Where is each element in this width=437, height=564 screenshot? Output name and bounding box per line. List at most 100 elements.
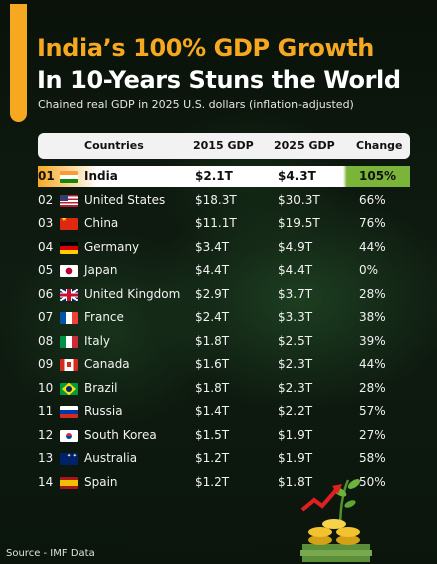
country-name: United States [84,192,166,207]
gdp-2015-value: $1.5T [195,427,230,442]
south-korea-flag-icon [60,429,78,442]
gdp-2015-value: $11.1T [195,216,237,230]
australia-flag-icon [60,453,78,465]
country-name: South Korea [84,427,157,442]
page-title-line-1: India’s 100% GDP Growth [37,34,374,62]
gdp-2025-value: $30.3T [278,192,320,207]
rank-number: 04 [38,239,54,254]
gdp-2015-value: $1.4T [195,404,230,418]
country-name: France [84,310,124,324]
gdp-2025-value: $19.5T [278,216,320,230]
table-row: 10 Brazil $1.8T $2.3T 28% [38,378,410,399]
china-flag-icon [60,218,78,230]
italy-flag-icon [60,335,78,348]
rank-number: 10 [38,380,54,395]
change-value: 44% [359,239,386,254]
table-row: 05 Japan $4.4T $4.4T 0% [38,260,410,281]
table-row: 11 Russia $1.4T $2.2T 57% [38,401,410,422]
gdp-2015-value: $2.4T [195,310,230,324]
gdp-2015-value: $4.4T [195,263,230,277]
table-row: 01 India $2.1T $4.3T 105% [38,166,410,187]
gdp-2015-value: $18.3T [195,192,237,207]
change-value: 39% [359,333,386,348]
canada-flag-icon [60,359,78,371]
change-value: 27% [359,427,386,442]
gdp-2025-value: $1.9T [278,427,313,442]
gdp-2025-value: $2.3T [278,380,313,395]
country-name: Spain [84,474,118,489]
gdp-2015-value: $3.4T [195,239,230,254]
rank-number: 06 [38,286,54,301]
gdp-2025-value: $2.3T [278,357,313,371]
gdp-2015-value: $2.1T [195,169,233,183]
gdp-2025-value: $4.3T [278,169,316,183]
spain-flag-icon [60,476,78,489]
gdp-2015-value: $1.2T [195,474,230,489]
change-value: 66% [359,192,386,207]
country-name: Brazil [84,380,118,395]
country-name: Russia [84,404,123,418]
column-header-2025-gdp: 2025 GDP [274,139,335,152]
column-header-countries: Countries [84,139,144,152]
france-flag-icon [60,312,78,324]
brazil-flag-icon [60,382,78,395]
india-flag-icon [60,171,78,183]
column-header-2015-gdp: 2015 GDP [193,139,254,152]
table-row: 13 Australia $1.2T $1.9T 58% [38,448,410,469]
table-row: 02 United States $18.3T $30.3T 66% [38,190,410,211]
table-row: 09 Canada $1.6T $2.3T 44% [38,354,410,375]
change-value: 76% [359,216,386,230]
country-name: Australia [84,451,138,465]
rank-number: 09 [38,357,54,371]
column-header-change: Change [356,139,403,152]
uk-flag-icon [60,288,78,301]
money-growth-icon [300,479,372,562]
change-value: 38% [359,310,386,324]
rank-number: 11 [38,404,54,418]
country-name: Germany [84,239,140,254]
gdp-2015-value: $1.8T [195,333,230,348]
rank-number: 08 [38,333,54,348]
table-row: 08 Italy $1.8T $2.5T 39% [38,331,410,352]
us-flag-icon [60,194,78,207]
rank-number: 14 [38,474,54,489]
change-value: 57% [359,404,386,418]
germany-flag-icon [60,241,78,254]
country-name: India [84,169,118,183]
table-row: 03 China $11.1T $19.5T 76% [38,213,410,234]
gdp-2025-value: $4.9T [278,239,313,254]
gdp-2015-value: $1.2T [195,451,230,465]
page-subtitle: Chained real GDP in 2025 U.S. dollars (i… [38,98,354,111]
gdp-2015-value: $2.9T [195,286,230,301]
change-value: 28% [359,286,386,301]
table-row: 12 South Korea $1.5T $1.9T 27% [38,425,410,446]
table-header: Countries 2015 GDP 2025 GDP Change [38,133,410,159]
country-name: United Kingdom [84,286,181,301]
rank-number: 07 [38,310,54,324]
gdp-2025-value: $1.9T [278,451,313,465]
change-value: 50% [359,474,386,489]
change-value: 58% [359,451,386,465]
table-row: 04 Germany $3.4T $4.9T 44% [38,237,410,258]
change-value: 44% [359,357,386,371]
change-value: 105% [359,169,397,183]
country-name: Japan [84,263,118,277]
page-title-line-2: In 10-Years Stuns the World [37,66,401,94]
rank-number: 05 [38,263,54,277]
gdp-2015-value: $1.6T [195,357,230,371]
gdp-2025-value: $2.2T [278,404,313,418]
accent-bar [10,4,27,122]
rank-number: 02 [38,192,54,207]
gdp-2025-value: $2.5T [278,333,313,348]
table-row: 06 United Kingdom $2.9T $3.7T 28% [38,284,410,305]
gdp-2025-value: $3.3T [278,310,313,324]
change-value: 0% [359,263,379,277]
rank-number: 13 [38,451,54,465]
gdp-2025-value: $4.4T [278,263,313,277]
country-name: China [84,216,119,230]
gdp-2025-value: $3.7T [278,286,313,301]
japan-flag-icon [60,265,78,277]
gdp-2015-value: $1.8T [195,380,230,395]
gdp-2025-value: $1.8T [278,474,313,489]
